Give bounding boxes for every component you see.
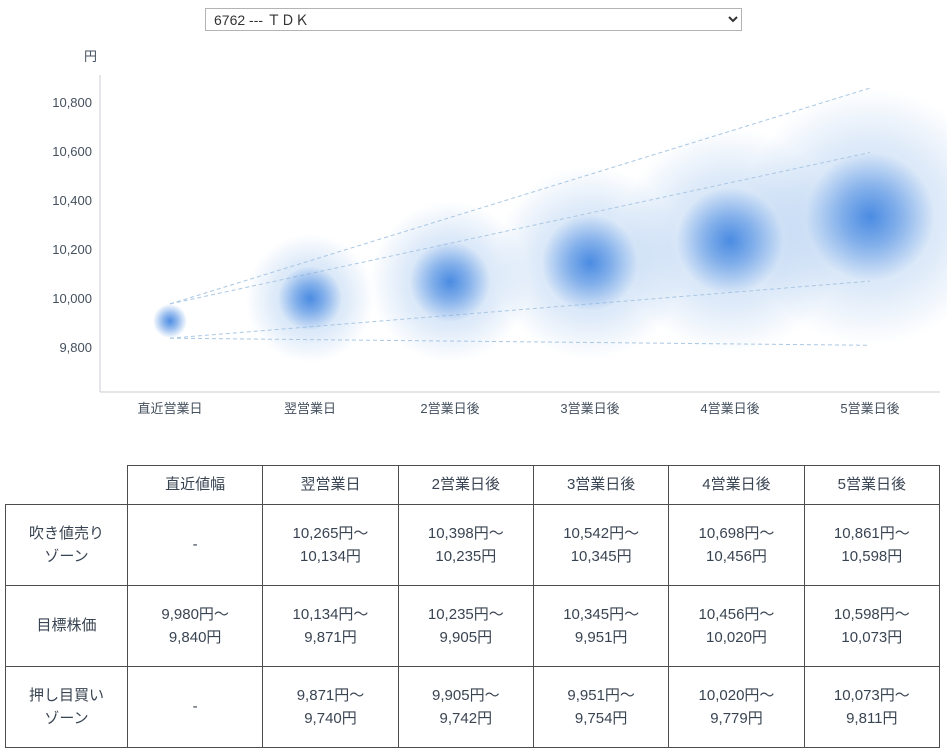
col-header-day2: 2営業日後 (397, 465, 534, 505)
table-corner-cell (5, 465, 128, 505)
table-cell: 10,698円～ 10,456円 (668, 504, 805, 586)
x-tick-label: 2営業日後 (420, 401, 479, 416)
target-price-bubble (805, 152, 935, 282)
y-tick-label: 10,200 (52, 242, 92, 257)
table-cell: 10,265円～ 10,134円 (262, 504, 399, 586)
y-tick-label: 10,800 (52, 95, 92, 110)
target-price-bubble (277, 266, 343, 331)
table-cell: 9,905円～ 9,742円 (397, 666, 534, 748)
table-cell: 9,951円～ 9,754円 (532, 666, 670, 748)
table-cell: - (126, 666, 264, 748)
target-price-bubble (541, 214, 639, 312)
table-cell: 10,134円～ 9,871円 (262, 585, 399, 667)
row-label-buy-zone: 押し目買い ゾーン (5, 666, 128, 748)
table-cell: 10,073円～ 9,811円 (803, 666, 941, 748)
table-cell: 10,861円～ 10,598円 (803, 504, 941, 586)
table-cell: - (126, 504, 264, 586)
target-price-bubble (152, 303, 188, 339)
x-tick-label: 直近営業日 (137, 401, 202, 416)
table-cell: 10,542円～ 10,345円 (532, 504, 670, 586)
table-cell: 10,456円～ 10,020円 (668, 585, 805, 667)
col-header-day5: 5営業日後 (803, 465, 941, 505)
row-label-target-price: 目標株価 (5, 585, 128, 667)
x-tick-label: 翌営業日 (284, 401, 336, 416)
table-cell: 10,345円～ 9,951円 (532, 585, 670, 667)
stock-selector[interactable]: 6762 --- ＴＤＫ (205, 8, 742, 31)
col-header-recent-range: 直近値幅 (126, 465, 264, 505)
y-tick-label: 10,000 (52, 291, 92, 306)
col-header-day3: 3営業日後 (532, 465, 670, 505)
table-row-target-price: 目標株価 9,980円～ 9,840円 10,134円～ 9,871円 10,2… (5, 585, 941, 667)
table-cell: 9,980円～ 9,840円 (126, 585, 264, 667)
fan-line (169, 337, 871, 346)
table-cell: 10,398円～ 10,235円 (397, 504, 534, 586)
fan-line (169, 87, 871, 305)
table-cell: 9,871円～ 9,740円 (262, 666, 399, 748)
x-tick-label: 3営業日後 (560, 401, 619, 416)
price-forecast-chart: 円 10,800 10,600 10,400 10,200 10,000 9,800 直近営業… (52, 49, 947, 416)
col-header-next-day: 翌営業日 (262, 465, 399, 505)
col-header-day4: 4営業日後 (668, 465, 805, 505)
target-price-bubble (676, 187, 784, 295)
table-cell: 10,020円～ 9,779円 (668, 666, 805, 748)
y-tick-label: 10,600 (52, 144, 92, 159)
y-axis-unit-label: 円 (84, 49, 97, 64)
y-tick-label: 10,400 (52, 193, 92, 208)
table-row-sell-zone: 吹き値売り ゾーン - 10,265円～ 10,134円 10,398円～ 10… (5, 504, 941, 586)
row-label-sell-zone: 吹き値売り ゾーン (5, 504, 128, 586)
forecast-table: 直近値幅 翌営業日 2営業日後 3営業日後 4営業日後 5営業日後 吹き値売り … (5, 465, 941, 748)
table-cell: 10,598円～ 10,073円 (803, 585, 941, 667)
table-cell: 10,235円～ 9,905円 (397, 585, 534, 667)
fan-line (169, 280, 871, 339)
table-row-buy-zone: 押し目買い ゾーン - 9,871円～ 9,740円 9,905円～ 9,742… (5, 666, 941, 748)
x-tick-label: 5営業日後 (840, 401, 899, 416)
x-tick-label: 4営業日後 (700, 401, 759, 416)
y-tick-label: 9,800 (59, 340, 92, 355)
target-price-bubble (409, 241, 491, 323)
table-header-row: 直近値幅 翌営業日 2営業日後 3営業日後 4営業日後 5営業日後 (5, 465, 941, 505)
